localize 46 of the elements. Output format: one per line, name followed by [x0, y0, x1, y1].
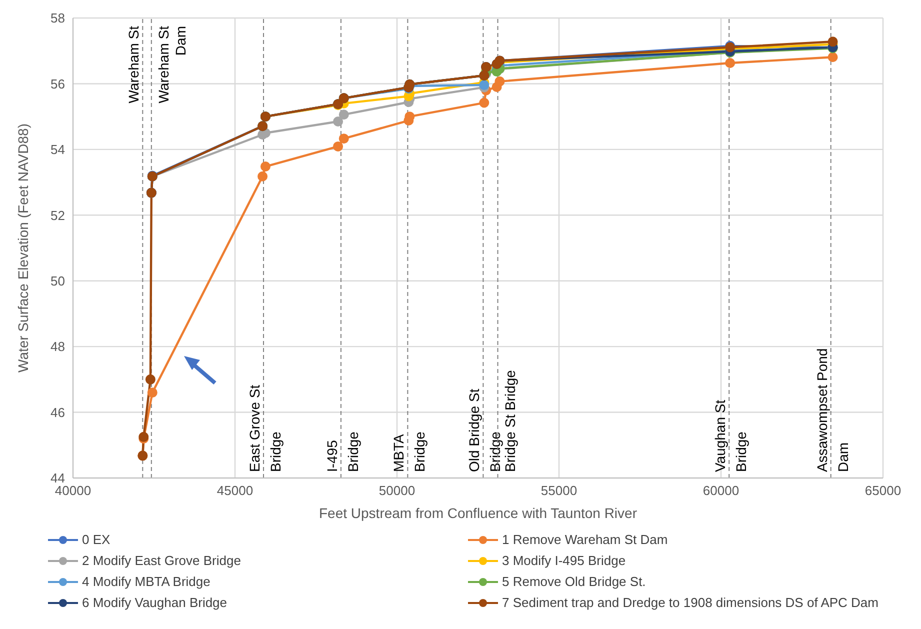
y-tick-label: 58: [50, 10, 65, 26]
ref-line-label: Bridge St Bridge: [502, 370, 518, 472]
point: [338, 110, 349, 120]
ref-line-label: Vaughan St Bridge: [712, 400, 750, 472]
point: [725, 58, 736, 68]
point: [494, 76, 505, 86]
legend-label: 3 Modify I-495 Bridge: [502, 553, 626, 568]
legend-label: 2 Modify East Grove Bridge: [82, 553, 241, 568]
legend-label: 5 Remove Old Bridge St.: [502, 574, 646, 589]
y-tick-label: 44: [50, 470, 65, 486]
ref-line-label: Wareham St: [126, 26, 142, 104]
y-tick-label: 52: [50, 208, 65, 223]
y-tick-label: 48: [50, 339, 65, 354]
ref-line-label: East Grove St Bridge: [246, 384, 284, 472]
x-tick-label: 55000: [540, 483, 578, 498]
legend-label: 4 Modify MBTA Bridge: [82, 574, 210, 589]
point: [333, 116, 344, 126]
legend-label: 1 Remove Wareham St Dam: [502, 532, 668, 547]
ref-line-label: Wareham St Dam: [155, 26, 188, 104]
x-tick-label: 65000: [864, 483, 902, 498]
y-tick-label: 50: [50, 273, 65, 288]
point: [479, 98, 490, 108]
ref-line-label: I-495 Bridge: [324, 431, 361, 472]
legend-label: 0 EX: [82, 532, 110, 547]
point: [828, 52, 838, 62]
point: [258, 171, 268, 182]
point: [147, 388, 158, 398]
ref-line-label: Old Bridge St Bridge: [466, 388, 504, 472]
y-tick-label: 54: [50, 142, 65, 158]
y-tick-label: 56: [50, 76, 65, 92]
legend-label: 7 Sediment trap and Dredge to 1908 dimensions DS of APC Dam: [502, 595, 878, 610]
ref-line-label: Assawompset Pond Dam: [814, 348, 851, 472]
legend-label: 6 Modify Vaughan Bridge: [82, 595, 228, 610]
ref-line-label: MBTA Bridge: [390, 431, 428, 472]
x-tick-label: 45000: [216, 483, 254, 498]
point: [260, 162, 270, 172]
x-tick-label: 40000: [54, 483, 92, 498]
point: [145, 374, 156, 384]
x-tick-label: 60000: [702, 483, 740, 498]
y-tick-label: 46: [50, 404, 65, 420]
x-tick-label: 50000: [378, 483, 416, 498]
point: [333, 141, 344, 152]
point: [338, 134, 349, 144]
x-axis-title: Feet Upstream from Confluence with Taunton River: [319, 505, 638, 521]
point: [828, 36, 838, 47]
y-axis-title: Water Surface Elevation (Feet NAVD88): [14, 124, 31, 372]
